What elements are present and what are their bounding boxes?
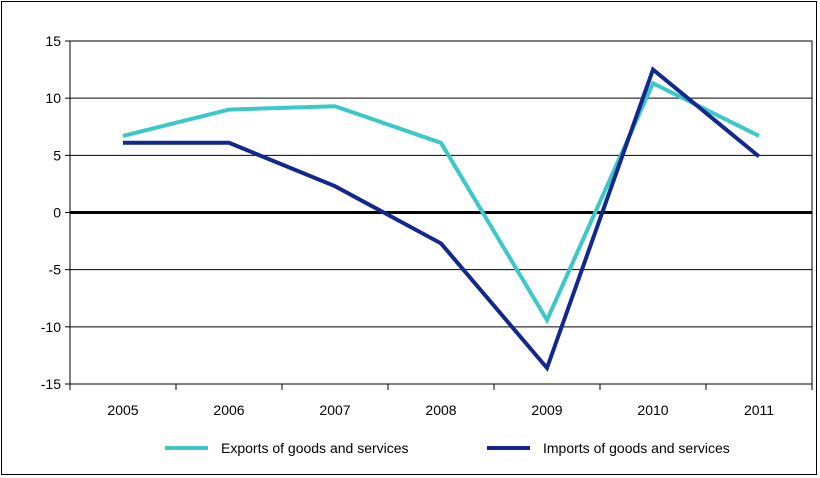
legend-label-imports: Imports of goods and services: [543, 440, 730, 456]
y-tick-label: -10: [41, 319, 61, 335]
x-tick-label: 2010: [637, 402, 668, 418]
x-tick-label: 2007: [319, 402, 350, 418]
x-tick-label: 2005: [107, 402, 138, 418]
y-tick-label: -5: [49, 262, 62, 278]
x-tick-label: 2008: [425, 402, 456, 418]
legend: Exports of goods and services Imports of…: [165, 440, 730, 456]
series-line-imports: [123, 66, 761, 372]
y-tick-label: -15: [41, 376, 61, 392]
legend-label-exports: Exports of goods and services: [221, 440, 409, 456]
x-axis-tick-labels: 2005 2006 2007 2008 2009 2010 2011: [107, 402, 774, 418]
y-axis-tick-labels: 15 10 5 0 -5 -10 -15: [41, 33, 61, 392]
series-line-exports: [122, 80, 760, 325]
x-tick-label: 2011: [744, 402, 774, 418]
x-tick-label: 2009: [531, 402, 562, 418]
y-tick-label: 0: [53, 205, 61, 221]
series-lines: [122, 66, 761, 372]
y-tick-label: 10: [45, 90, 61, 106]
x-tick-label: 2006: [213, 402, 244, 418]
y-tick-label: 5: [53, 147, 61, 163]
plot-area: [65, 40, 813, 390]
y-tick-label: 15: [45, 33, 61, 49]
